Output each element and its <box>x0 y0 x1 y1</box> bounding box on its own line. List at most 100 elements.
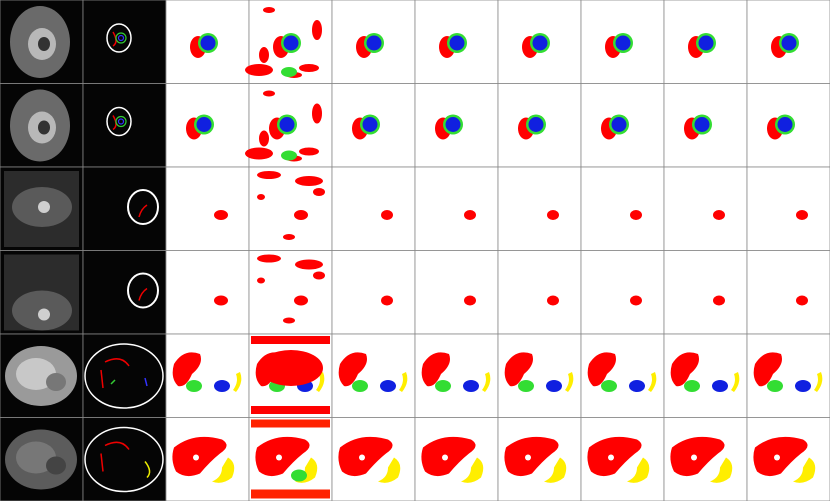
cell <box>248 166 333 251</box>
seg-noise <box>295 259 323 270</box>
seg-noise <box>281 150 297 161</box>
seg-red <box>172 352 201 387</box>
seg-red <box>796 295 808 306</box>
cell <box>248 417 333 501</box>
cell <box>497 250 582 335</box>
seg-noise <box>245 64 273 76</box>
cell <box>663 166 748 251</box>
cell <box>414 0 499 84</box>
seg-red <box>753 352 782 387</box>
cell <box>497 83 582 168</box>
seg-hole <box>276 454 282 461</box>
cell-bg <box>82 417 167 501</box>
seg-red <box>214 210 228 220</box>
seg-yellow <box>648 372 657 392</box>
cell <box>165 250 250 335</box>
seg-noise <box>263 90 275 97</box>
cell <box>331 166 416 251</box>
cell <box>497 166 582 251</box>
seg-red <box>464 295 476 306</box>
contour-inner <box>138 204 148 218</box>
seg-red <box>421 436 476 477</box>
cell <box>414 333 499 418</box>
seg-red <box>713 295 725 306</box>
seg-blue <box>532 35 548 51</box>
cell <box>82 333 167 418</box>
seg-blue <box>777 117 793 132</box>
cell <box>497 333 582 418</box>
contour <box>84 343 164 409</box>
cell <box>663 0 748 84</box>
seg-noise <box>259 47 269 63</box>
contour-inner <box>110 379 116 385</box>
cell-bg <box>165 166 250 251</box>
seg-red <box>587 436 642 477</box>
cell <box>580 0 665 84</box>
cell-bg <box>746 250 830 335</box>
scan-core <box>38 37 50 51</box>
scan-core <box>38 120 50 135</box>
cell <box>165 83 250 168</box>
cell-bg <box>663 250 748 335</box>
seg-blue <box>214 380 230 392</box>
contour <box>106 106 132 137</box>
seg-noise <box>299 64 319 72</box>
cell <box>0 0 84 84</box>
scan-core <box>46 456 66 475</box>
seg-red <box>294 210 308 220</box>
cell-bg <box>414 166 499 251</box>
seg-noise <box>259 350 323 386</box>
seg-red <box>670 352 699 387</box>
seg-red <box>713 210 725 220</box>
cell-bg <box>497 166 582 251</box>
seg-noise <box>263 7 275 13</box>
cell <box>331 417 416 501</box>
seg-yellow <box>461 457 484 483</box>
seg-red <box>338 436 393 477</box>
seg-blue <box>694 117 710 132</box>
cell <box>165 166 250 251</box>
seg-yellow <box>565 372 574 392</box>
seg-noise <box>313 188 325 196</box>
contour-inner <box>144 377 148 387</box>
seg-green <box>186 380 202 392</box>
seg-red <box>464 210 476 220</box>
seg-red <box>381 210 393 220</box>
contour <box>106 23 132 53</box>
cell <box>497 0 582 84</box>
seg-blue <box>781 35 797 51</box>
cell <box>0 166 84 251</box>
cell <box>497 417 582 501</box>
seg-noise <box>295 176 323 186</box>
seg-yellow <box>814 372 823 392</box>
seg-yellow <box>295 457 318 483</box>
seg-noise <box>291 469 307 482</box>
contour-inner <box>115 115 127 128</box>
seg-red <box>294 295 308 306</box>
cell-bg <box>331 250 416 335</box>
seg-red <box>587 352 616 387</box>
seg-red <box>214 295 228 306</box>
cell <box>82 417 167 501</box>
seg-noise <box>251 489 330 499</box>
seg-blue <box>380 380 396 392</box>
contour-inner <box>117 118 125 125</box>
seg-noise <box>283 234 295 240</box>
cell-bg <box>82 166 167 251</box>
seg-blue <box>196 117 212 132</box>
cell <box>165 417 250 501</box>
cell <box>245 0 333 84</box>
seg-noise <box>257 171 281 179</box>
seg-hole <box>442 454 448 461</box>
cell-bg <box>663 166 748 251</box>
seg-noise <box>245 147 273 160</box>
seg-red <box>796 210 808 220</box>
cell <box>746 166 830 251</box>
contour-inner <box>117 34 125 42</box>
seg-noise <box>313 271 325 280</box>
cell <box>746 250 830 335</box>
cell-bg <box>165 250 250 335</box>
cell <box>331 333 416 418</box>
cell <box>663 333 748 418</box>
